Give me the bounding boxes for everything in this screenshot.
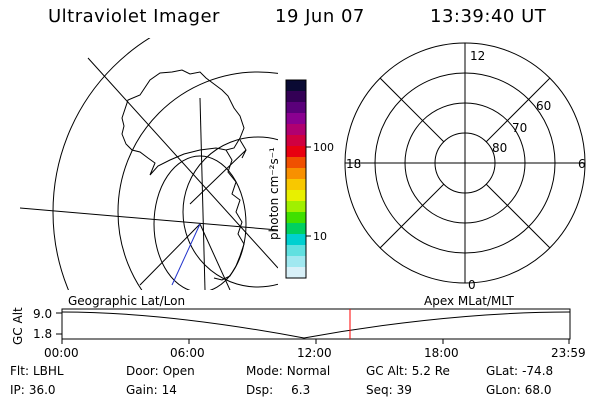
orbit-x-tick-2359: 23:59 (551, 346, 586, 360)
colorbar-band (286, 245, 306, 257)
status-gain: Gain: 14 (126, 383, 177, 397)
orbit-x-ticks (61, 339, 570, 344)
status-mode: Mode: Normal (246, 364, 330, 378)
map-latitude-circle (117, 71, 278, 290)
colorbar-band (286, 256, 306, 268)
colorbar-band (286, 146, 306, 158)
orbit-x-tick-1200: 12:00 (297, 346, 332, 360)
lat-label-60: 60 (536, 99, 551, 113)
colorbar-band (286, 234, 306, 246)
observation-date: 19 Jun 07 (275, 6, 365, 27)
map-meridian-line (189, 149, 247, 205)
mlt-label-12: 12 (470, 49, 485, 63)
orbit-y-tick-high: 9.0 (33, 307, 52, 321)
status-door: Door: Open (126, 364, 195, 378)
ground-track-line (171, 223, 201, 286)
status-gc-alt-value: 5.2 Re (411, 364, 450, 378)
orbit-y-tick-low: 1.8 (33, 327, 52, 341)
coastline-path (121, 69, 245, 176)
colorbar-band (286, 223, 306, 235)
coastline-path (239, 139, 247, 159)
orbit-x-tick-1800: 18:00 (424, 346, 459, 360)
colorbar-tick-10: 10 (313, 230, 327, 243)
status-glat-value: -74.8 (522, 364, 554, 378)
colorbar-band (286, 267, 306, 279)
colorbar-tick-100: 100 (313, 141, 334, 154)
status-gain-value: 14 (161, 383, 177, 397)
orbit-x-tick-0000: 00:00 (44, 346, 79, 360)
status-door-value: Open (162, 364, 195, 378)
status-glon: GLon: 68.0 (486, 383, 551, 397)
altitude-curve (61, 311, 571, 339)
status-gc-alt-label: GC Alt: (366, 364, 408, 378)
map-meridian-line (199, 97, 206, 290)
status-filter: Flt: LBHL (10, 364, 64, 378)
map-meridian-line (20, 207, 278, 231)
status-ip-label: IP: (10, 383, 25, 397)
colorbar-band (286, 201, 306, 213)
colorbar-unit-label: photon cm⁻²s⁻¹ (267, 147, 281, 240)
status-gc-alt: GC Alt: 5.2 Re (366, 364, 450, 378)
status-door-label: Door: (126, 364, 159, 378)
orbit-plot-frame (61, 308, 571, 340)
status-dsp: Dsp: 6.3 (246, 383, 310, 397)
mlt-label-18: 18 (346, 157, 361, 171)
orbit-left-label: Geographic Lat/Lon (68, 294, 185, 308)
colorbar-band (286, 102, 306, 114)
status-ip-value: 36.0 (28, 383, 56, 397)
status-dsp-label: Dsp: (246, 383, 274, 397)
mlt-label-0: 0 (468, 278, 476, 292)
status-ip: IP: 36.0 (10, 383, 56, 397)
polar-diagonal (379, 183, 445, 249)
status-seq-label: Seq: (366, 383, 393, 397)
colorbar-band (286, 212, 306, 224)
observation-time: 13:39:40 UT (430, 6, 547, 27)
orbit-x-tick-0600: 06:00 (170, 346, 205, 360)
colorbar-band (286, 91, 306, 103)
colorbar-band (286, 80, 306, 92)
instrument-title: Ultraviolet Imager (48, 6, 220, 27)
polar-diagonal (379, 77, 445, 143)
colorbar-band (286, 124, 306, 136)
colorbar-band (286, 190, 306, 202)
status-mode-value: Normal (286, 364, 331, 378)
status-filter-value: LBHL (32, 364, 64, 378)
colorbar-band (286, 135, 306, 147)
orbit-y-axis-label: GC Alt (11, 307, 25, 345)
status-glat-label: GLat: (486, 364, 519, 378)
lat-label-80: 80 (492, 141, 507, 155)
status-glon-label: GLon: (486, 383, 521, 397)
polar-diagonal (485, 77, 551, 143)
map-latitude-circle (52, 38, 151, 290)
status-gain-label: Gain: (126, 383, 158, 397)
status-seq-value: 39 (396, 383, 412, 397)
coastline-path (213, 149, 245, 281)
colorbar-band (286, 157, 306, 169)
oval-ellipse (153, 155, 247, 290)
orbit-right-label: Apex MLat/MLT (424, 294, 514, 308)
status-glon-value: 68.0 (524, 383, 552, 397)
polar-diagonal (485, 183, 551, 249)
status-mode-label: Mode: (246, 364, 283, 378)
colorbar-band (286, 168, 306, 180)
status-dsp-value: 6.3 (291, 383, 311, 397)
map-latitude-circle (182, 136, 278, 288)
lat-label-70: 70 (512, 121, 527, 135)
colorbar-frame (285, 79, 307, 279)
status-glat: GLat: -74.8 (486, 364, 553, 378)
status-filter-label: Flt: (10, 364, 29, 378)
geographic-map (20, 38, 278, 290)
colorbar-band (286, 113, 306, 125)
colorbar-band (286, 179, 306, 191)
map-meridian-line (87, 57, 278, 269)
polar-mlt-plot (344, 42, 586, 284)
mlt-label-6: 6 (578, 157, 586, 171)
status-seq: Seq: 39 (366, 383, 412, 397)
map-meridian-line (139, 223, 201, 286)
colorbar (286, 80, 306, 279)
